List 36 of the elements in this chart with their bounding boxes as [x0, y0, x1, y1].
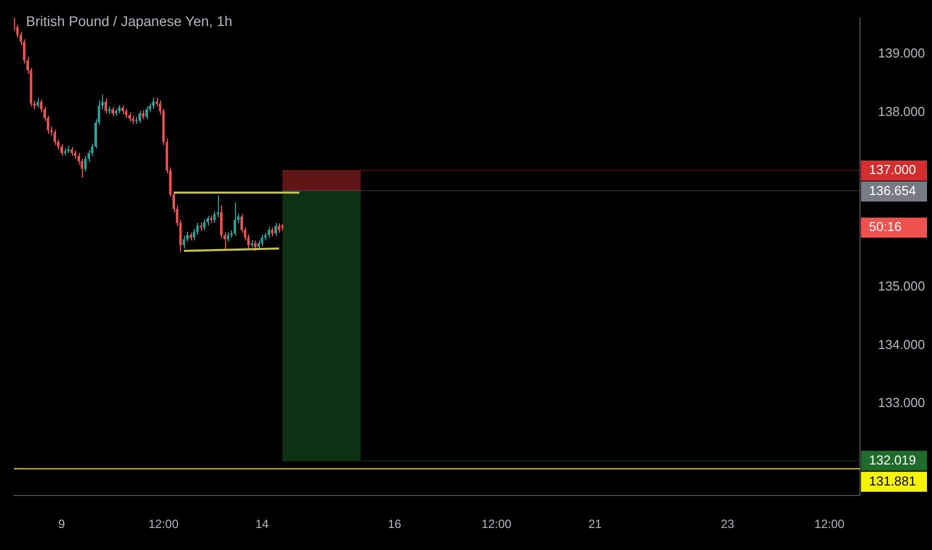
- x-tick-label: 12:00: [481, 517, 512, 532]
- x-tick-label: 16: [388, 517, 402, 532]
- candlestick: [54, 129, 56, 146]
- candlestick: [234, 202, 236, 236]
- ref-line-label: 136.654: [869, 183, 916, 198]
- candlestick: [60, 144, 63, 156]
- ref-line-label: 131.881: [869, 473, 916, 488]
- candlestick: [220, 204, 222, 239]
- y-tick-label: 134.000: [878, 336, 925, 352]
- text: 50:16: [869, 219, 902, 234]
- candlestick: [206, 215, 209, 226]
- y-tick-label: 138.000: [878, 104, 925, 119]
- candlestick: [182, 235, 186, 250]
- candlestick: [240, 214, 243, 234]
- chart-title: British Pound / Japanese Yen, 1h: [26, 12, 232, 29]
- candlestick: [203, 218, 206, 230]
- y-tick-label: 139.000: [878, 46, 925, 61]
- x-tick-label: 9: [58, 517, 66, 532]
- candlestick: [152, 97, 154, 110]
- ref-line-label: 137.000: [869, 162, 916, 178]
- x-tick-label: 12:00: [814, 517, 845, 532]
- y-tick-label: 133.000: [878, 395, 925, 410]
- candlestick: [268, 226, 270, 238]
- candlestick: [84, 155, 87, 172]
- candlestick: [274, 222, 277, 236]
- candlestick: [138, 110, 141, 124]
- candlestick: [36, 97, 39, 108]
- x-tick-label: 14: [255, 517, 270, 532]
- candlestick: [254, 240, 256, 252]
- x-tick-label: 21: [588, 517, 602, 532]
- x-tick-label: 23: [720, 517, 734, 532]
- candlestick: [104, 98, 107, 114]
- candlestick: [124, 108, 128, 119]
- x-tick-label: 12:00: [148, 517, 179, 532]
- ref-line-label: 132.019: [869, 452, 916, 468]
- y-tick-label: 135.000: [878, 278, 925, 294]
